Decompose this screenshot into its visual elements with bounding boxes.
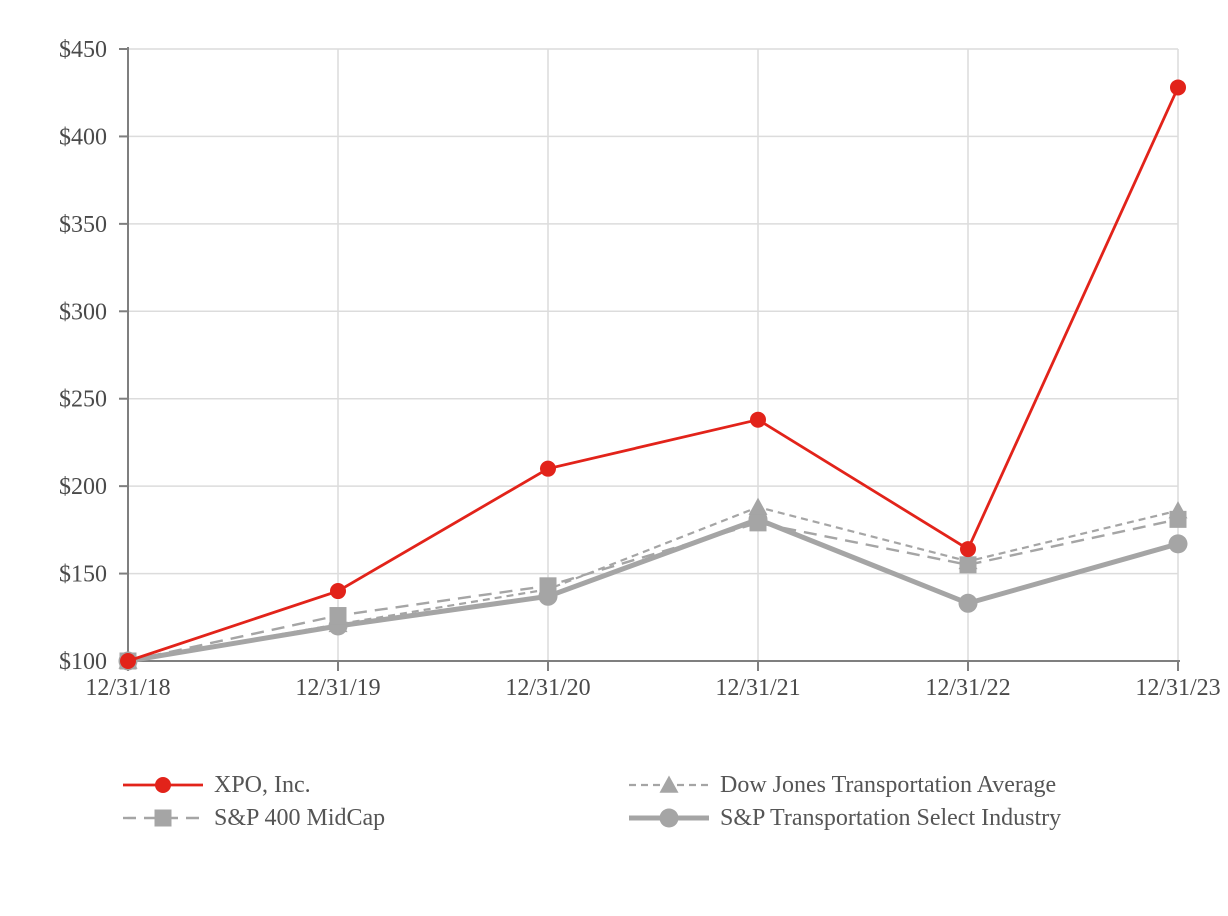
legend-label-dow-jones-transportation-average: Dow Jones Transportation Average — [720, 772, 1057, 798]
series-line-s-p-400-midcap — [127, 518, 1179, 663]
marker-xpo-inc — [120, 653, 136, 669]
y-tick-label: $150 — [59, 562, 107, 588]
marker-xpo-inc — [750, 411, 766, 428]
marker-s-p-400-midcap — [329, 607, 347, 625]
legend-label-sp-400-midcap: S&P 400 MidCap — [214, 805, 386, 831]
series-dow-jones-transportation-average — [118, 497, 1188, 669]
x-tick-label: 12/31/19 — [295, 675, 380, 701]
y-tick-label: $100 — [59, 649, 107, 675]
marker-xpo-inc — [330, 583, 346, 600]
legend-sample-marker-s-p-transportation-select-industry — [659, 808, 679, 828]
legend-sample-marker-s-p-400-midcap — [154, 809, 172, 827]
legend-swatch-sp-transportation-select-industry — [629, 808, 709, 828]
series-line-s-p-transportation-select-industry — [127, 516, 1179, 664]
marker-s-p-400-midcap — [749, 514, 767, 532]
marker-s-p-transportation-select-industry — [958, 593, 978, 613]
legend-item-sp-transportation-select-industry: S&P Transportation Select Industry — [628, 805, 1061, 831]
marker-s-p-transportation-select-industry — [1168, 534, 1188, 554]
legend-swatch-xpo — [123, 777, 203, 793]
y-tick-label: $300 — [59, 299, 107, 325]
x-tick-label: 12/31/18 — [85, 675, 170, 701]
marker-xpo-inc — [960, 541, 976, 558]
y-tick-label: $450 — [59, 37, 107, 63]
series-line-dow-jones-transportation-average — [127, 505, 1179, 663]
y-tick-label: $350 — [59, 212, 107, 238]
x-tick-label: 12/31/20 — [505, 675, 590, 701]
series-line-xpo-inc — [127, 86, 1180, 663]
legend-swatch-sp-400-midcap — [123, 809, 203, 827]
legend-item-sp-400-midcap: S&P 400 MidCap — [122, 805, 628, 831]
legend-label-xpo: XPO, Inc. — [214, 772, 311, 798]
x-tick-label: 12/31/23 — [1135, 675, 1220, 701]
legend-item-dow-jones-transportation-average: Dow Jones Transportation Average — [628, 772, 1061, 798]
marker-s-p-400-midcap — [959, 556, 977, 574]
legend-sample-marker-dow-jones-transportation-average — [659, 775, 679, 793]
series-s-p-transportation-select-industry — [118, 509, 1188, 671]
legend-swatch-dow-jones-transportation-average — [629, 775, 709, 793]
legend-label-sp-transportation-select-industry: S&P Transportation Select Industry — [720, 805, 1062, 831]
x-tick-label: 12/31/21 — [715, 675, 800, 701]
marker-dow-jones-transportation-average — [748, 497, 768, 515]
y-tick-label: $200 — [59, 474, 107, 500]
x-tick-label: 12/31/22 — [925, 675, 1010, 701]
y-tick-label: $400 — [59, 124, 107, 150]
y-tick-label: $250 — [59, 387, 107, 413]
marker-s-p-400-midcap — [539, 577, 557, 595]
marker-xpo-inc — [1170, 79, 1186, 96]
marker-xpo-inc — [540, 460, 556, 477]
chart-legend: XPO, Inc. Dow Jones Transportation Avera… — [122, 772, 1061, 831]
legend-sample-marker-xpo-inc — [155, 777, 171, 793]
marker-s-p-400-midcap — [1169, 510, 1187, 528]
series-s-p-400-midcap — [119, 510, 1187, 670]
legend-item-xpo: XPO, Inc. — [122, 772, 628, 798]
series-xpo-inc — [120, 79, 1186, 669]
